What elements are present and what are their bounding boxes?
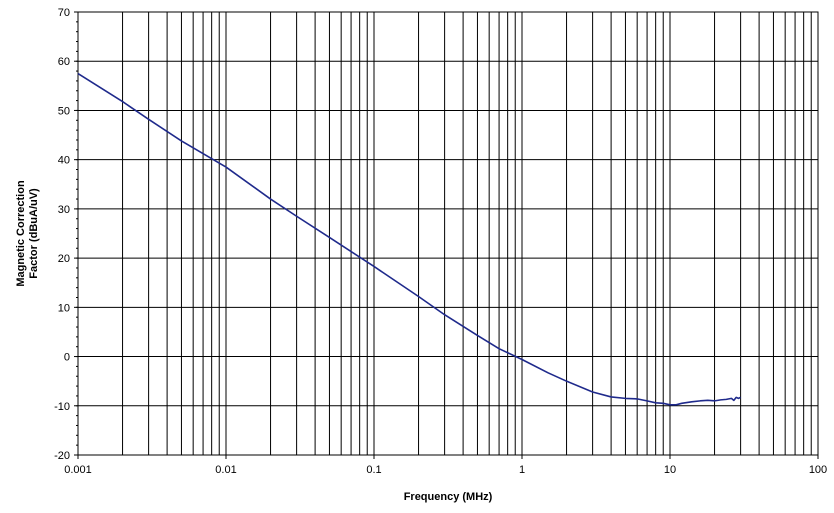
x-tick-label: 1 — [519, 464, 525, 476]
x-tick-label: 0.001 — [64, 464, 92, 476]
x-axis-title: Frequency (MHz) — [404, 491, 493, 503]
y-axis-title: Magnetic CorrectionFactor (dBuA/uV) — [15, 180, 40, 287]
x-tick-label: 100 — [809, 464, 827, 476]
y-tick-label: 0 — [64, 352, 70, 364]
y-tick-label: 50 — [58, 105, 70, 117]
axis-titles: Frequency (MHz) Magnetic CorrectionFactor… — [15, 180, 493, 503]
y-tick-label: 30 — [58, 204, 70, 216]
y-tick-label: 10 — [58, 302, 70, 314]
y-tick-label: -20 — [54, 450, 70, 462]
x-tick-label: 10 — [664, 464, 676, 476]
y-axis-title-line: Magnetic Correction — [15, 180, 27, 287]
y-axis-title-line: Factor (dBuA/uV) — [28, 188, 40, 279]
plot-frame — [74, 11, 819, 459]
y-tick-label: 20 — [58, 253, 70, 265]
series-line — [77, 72, 741, 406]
grid-layer — [77, 11, 818, 456]
y-tick-label: -10 — [54, 401, 70, 413]
series-layer — [77, 72, 741, 406]
x-tick-label: 0.01 — [215, 464, 236, 476]
tick-labels: 0.001 0.01 0.1 1 10 100 -20 -10 0 10 20 30 40 50 60 70 — [54, 7, 827, 476]
y-tick-label: 60 — [58, 56, 70, 68]
y-tick-label: 70 — [58, 7, 70, 19]
y-tick-label: 40 — [58, 155, 70, 167]
x-tick-label: 0.1 — [366, 464, 381, 476]
plot-area-border — [77, 11, 819, 456]
